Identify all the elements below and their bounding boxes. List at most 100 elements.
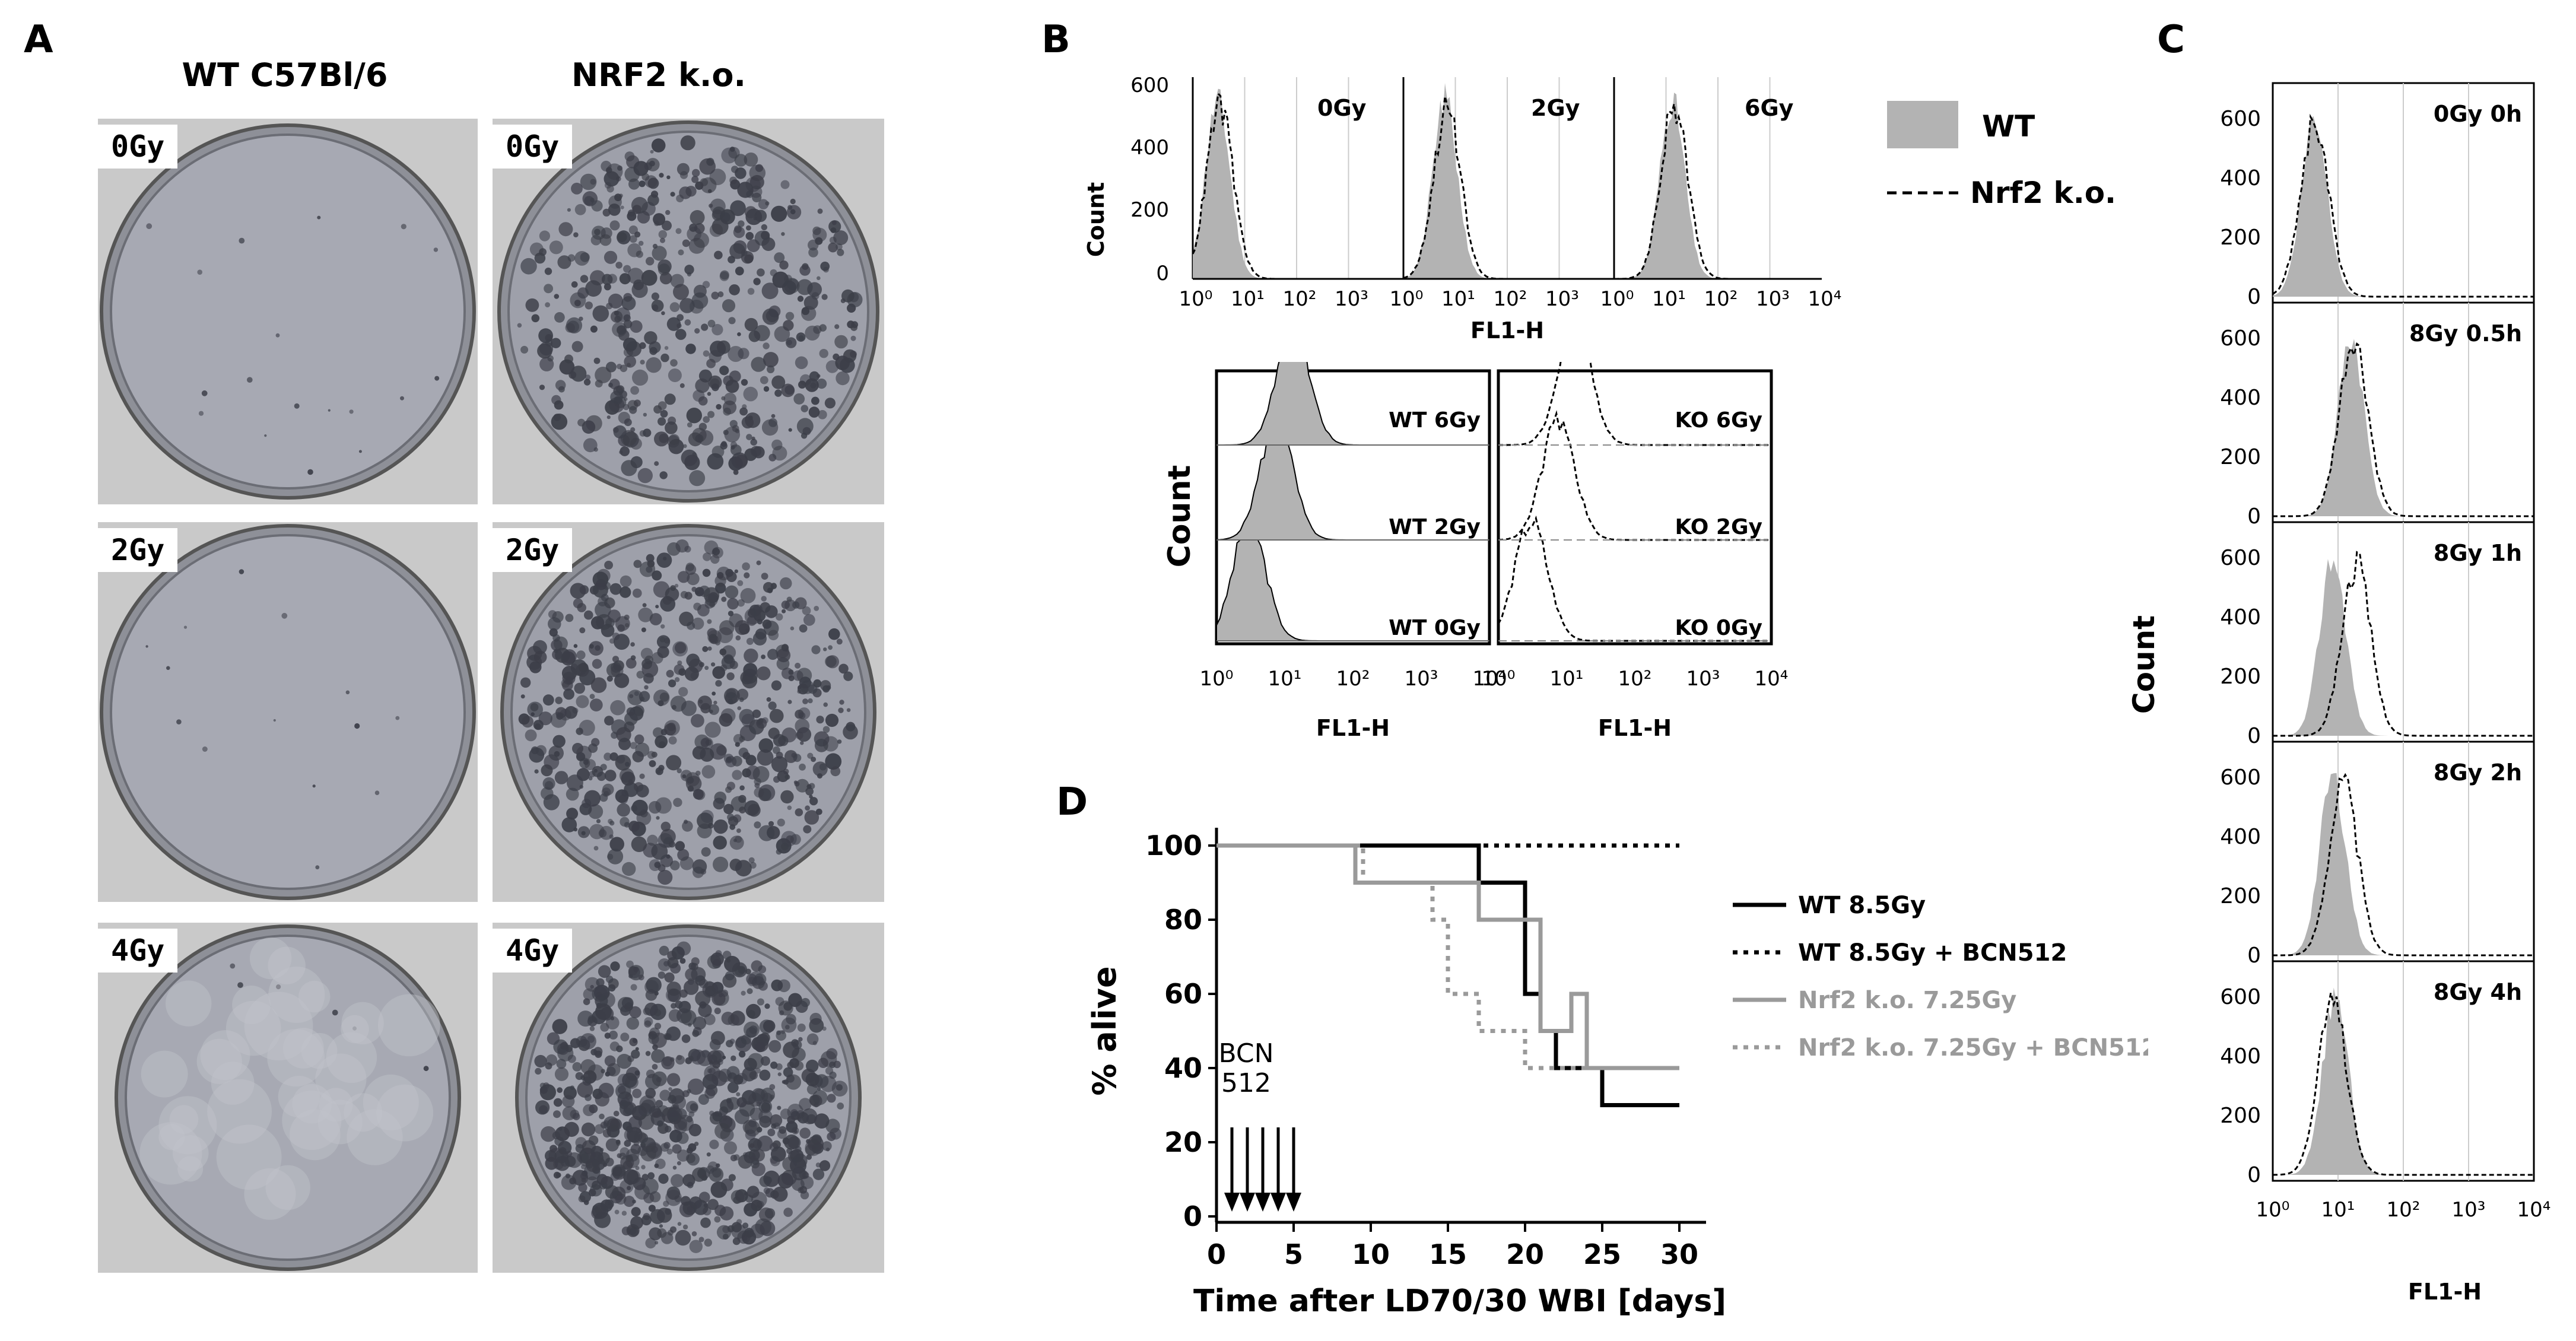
panel-d-letter: D bbox=[1056, 780, 1088, 824]
panel-b-bottom-xlabel-wt: FL1-H bbox=[1316, 715, 1390, 741]
y-tick-label: 200 bbox=[2220, 1104, 2261, 1128]
x-tick-label: 10¹ bbox=[1231, 287, 1265, 311]
panel-b-top-histograms: Count 600 400 200 0 10⁰ 10¹ 10² 10³ 10⁰ 10¹ 10… bbox=[1083, 74, 2116, 344]
y-tick-label: 20 bbox=[1164, 1126, 1202, 1158]
label-wt-6gy: WT 6Gy bbox=[1389, 408, 1481, 433]
x-tick-label: 10⁰ bbox=[1179, 287, 1213, 311]
x-tick-label: 10⁰ bbox=[1600, 287, 1634, 311]
legend-label: Nrf2 k.o. 7.25Gy + BCN512 bbox=[1798, 1034, 2148, 1062]
panel-c-letter: C bbox=[2157, 18, 2185, 62]
ko-overlay-histogram bbox=[1498, 362, 1771, 446]
dose-label: 0Gy bbox=[493, 125, 573, 169]
y-tick-label: 100 bbox=[1145, 830, 1202, 862]
wt-overlay-histogram bbox=[1216, 362, 1489, 446]
panel-b-dose-0gy: 0Gy bbox=[1317, 95, 1367, 121]
y-tick-label: 0 bbox=[2247, 724, 2261, 748]
dish-wt-2gy: 2Gy bbox=[98, 522, 478, 902]
x-tick-label: 10³ bbox=[1405, 667, 1438, 691]
dose-label: 2Gy bbox=[98, 528, 178, 572]
x-tick-label: 10⁴ bbox=[1473, 667, 1507, 691]
wt-histogram bbox=[2273, 559, 2534, 736]
panel-c-condition-label: 8Gy 2h bbox=[2434, 760, 2522, 786]
panel-b-ytick-600: 600 bbox=[1130, 74, 1169, 97]
survival-chart: 0 20 40 60 80 100 0 5 10 15 20 25 30 % alive Time afte… bbox=[1086, 828, 2148, 1319]
legend-label: WT 8.5Gy bbox=[1798, 892, 1926, 919]
x-tick-label: 10¹ bbox=[2321, 1198, 2355, 1222]
x-tick-label: 0 bbox=[1207, 1238, 1226, 1270]
x-tick-label: 10³ bbox=[2452, 1198, 2486, 1222]
ko-histogram bbox=[2272, 992, 2534, 1176]
bcn-label-top: BCN bbox=[1218, 1038, 1273, 1069]
ko-histogram bbox=[2272, 113, 2534, 298]
y-tick-label: 600 bbox=[2220, 326, 2261, 351]
panel-c-histograms: Count 0 200 400 600 0Gy 0h 0 200 400 600 8Gy 0.5h… bbox=[2127, 82, 2550, 1305]
treatment-arrow bbox=[1270, 1193, 1286, 1212]
label-ko-0gy: KO 0Gy bbox=[1675, 616, 1762, 640]
dish-ko-0gy: 0Gy bbox=[493, 119, 884, 504]
survival-series-line bbox=[1216, 843, 1679, 1070]
dose-label: 4Gy bbox=[98, 929, 178, 973]
x-tick-label: 10¹ bbox=[1441, 287, 1475, 311]
dish-image bbox=[100, 524, 476, 900]
y-tick-label: 400 bbox=[2220, 1044, 2261, 1069]
ko-histogram bbox=[2273, 342, 2534, 517]
panel-b-top-ylabel: Count bbox=[1083, 182, 1109, 257]
panel-b-dose-6gy: 6Gy bbox=[1745, 95, 1794, 121]
x-tick-label: 10¹ bbox=[1652, 287, 1686, 311]
dish-ko-4gy: 4Gy bbox=[493, 923, 884, 1273]
x-tick-label: 10³ bbox=[1545, 287, 1579, 311]
y-tick-label: 200 bbox=[2220, 225, 2261, 250]
panel-b-dose-2gy: 2Gy bbox=[1531, 95, 1580, 121]
panel-c-condition-label: 8Gy 4h bbox=[2434, 979, 2522, 1005]
panel-b-bottom-xlabel-ko: FL1-H bbox=[1598, 715, 1672, 741]
x-tick-label: 10² bbox=[1494, 287, 1527, 311]
dish-image bbox=[497, 120, 879, 503]
panel-c-xlabel: FL1-H bbox=[2408, 1279, 2482, 1305]
panel-a-letter: A bbox=[24, 18, 53, 62]
x-tick-label: 10² bbox=[1704, 287, 1738, 311]
y-tick-label: 600 bbox=[2220, 546, 2261, 570]
wt-histogram bbox=[2273, 773, 2534, 955]
y-tick-label: 400 bbox=[2220, 825, 2261, 849]
panel-b-ytick-200: 200 bbox=[1130, 198, 1169, 222]
ko-histogram bbox=[2273, 773, 2534, 957]
treatment-arrow bbox=[1240, 1193, 1255, 1212]
ko-histogram bbox=[2273, 551, 2534, 737]
y-tick-label: 600 bbox=[2220, 107, 2261, 131]
label-ko-2gy: KO 2Gy bbox=[1675, 515, 1762, 539]
y-tick-label: 0 bbox=[2247, 504, 2261, 529]
panel-c-condition-label: 0Gy 0h bbox=[2434, 101, 2522, 127]
x-tick-label: 25 bbox=[1583, 1238, 1621, 1270]
x-tick-label: 10⁰ bbox=[1200, 667, 1234, 691]
y-tick-label: 400 bbox=[2220, 386, 2261, 410]
x-tick-label: 10⁰ bbox=[1390, 287, 1424, 311]
x-tick-label: 10⁰ bbox=[2256, 1198, 2290, 1222]
y-tick-label: 0 bbox=[2247, 1163, 2261, 1187]
x-tick-label: 10⁴ bbox=[1808, 287, 1842, 311]
y-tick-label: 600 bbox=[2220, 765, 2261, 790]
x-tick-label: 10² bbox=[1336, 667, 1370, 691]
wt-histogram bbox=[1403, 83, 1611, 279]
label-wt-0gy: WT 0Gy bbox=[1389, 616, 1481, 640]
x-tick-label: 10¹ bbox=[1550, 667, 1584, 691]
panel-c-condition-label: 8Gy 0.5h bbox=[2409, 320, 2522, 347]
x-tick-label: 5 bbox=[1284, 1238, 1303, 1270]
panel-c-condition-label: 8Gy 1h bbox=[2434, 540, 2522, 566]
y-tick-label: 40 bbox=[1164, 1052, 1202, 1084]
y-axis-label: % alive bbox=[1086, 966, 1123, 1095]
y-tick-label: 0 bbox=[2247, 285, 2261, 309]
y-tick-label: 200 bbox=[2220, 884, 2261, 908]
dish-image bbox=[500, 524, 876, 900]
wt-histogram bbox=[2273, 339, 2534, 516]
label-wt-2gy: WT 2Gy bbox=[1389, 515, 1481, 539]
dish-image bbox=[100, 123, 476, 500]
dose-label: 4Gy bbox=[493, 929, 573, 973]
wt-histogram bbox=[1193, 88, 1400, 279]
x-tick-label: 10⁰ bbox=[1482, 667, 1516, 691]
y-tick-label: 80 bbox=[1164, 904, 1202, 936]
panel-c-ylabel: Count bbox=[2127, 615, 2161, 714]
x-tick-label: 10² bbox=[1618, 667, 1652, 691]
panel-b-top-xlabel: FL1-H bbox=[1470, 317, 1544, 344]
wt-histogram bbox=[2273, 116, 2534, 297]
y-tick-label: 600 bbox=[2220, 985, 2261, 1009]
